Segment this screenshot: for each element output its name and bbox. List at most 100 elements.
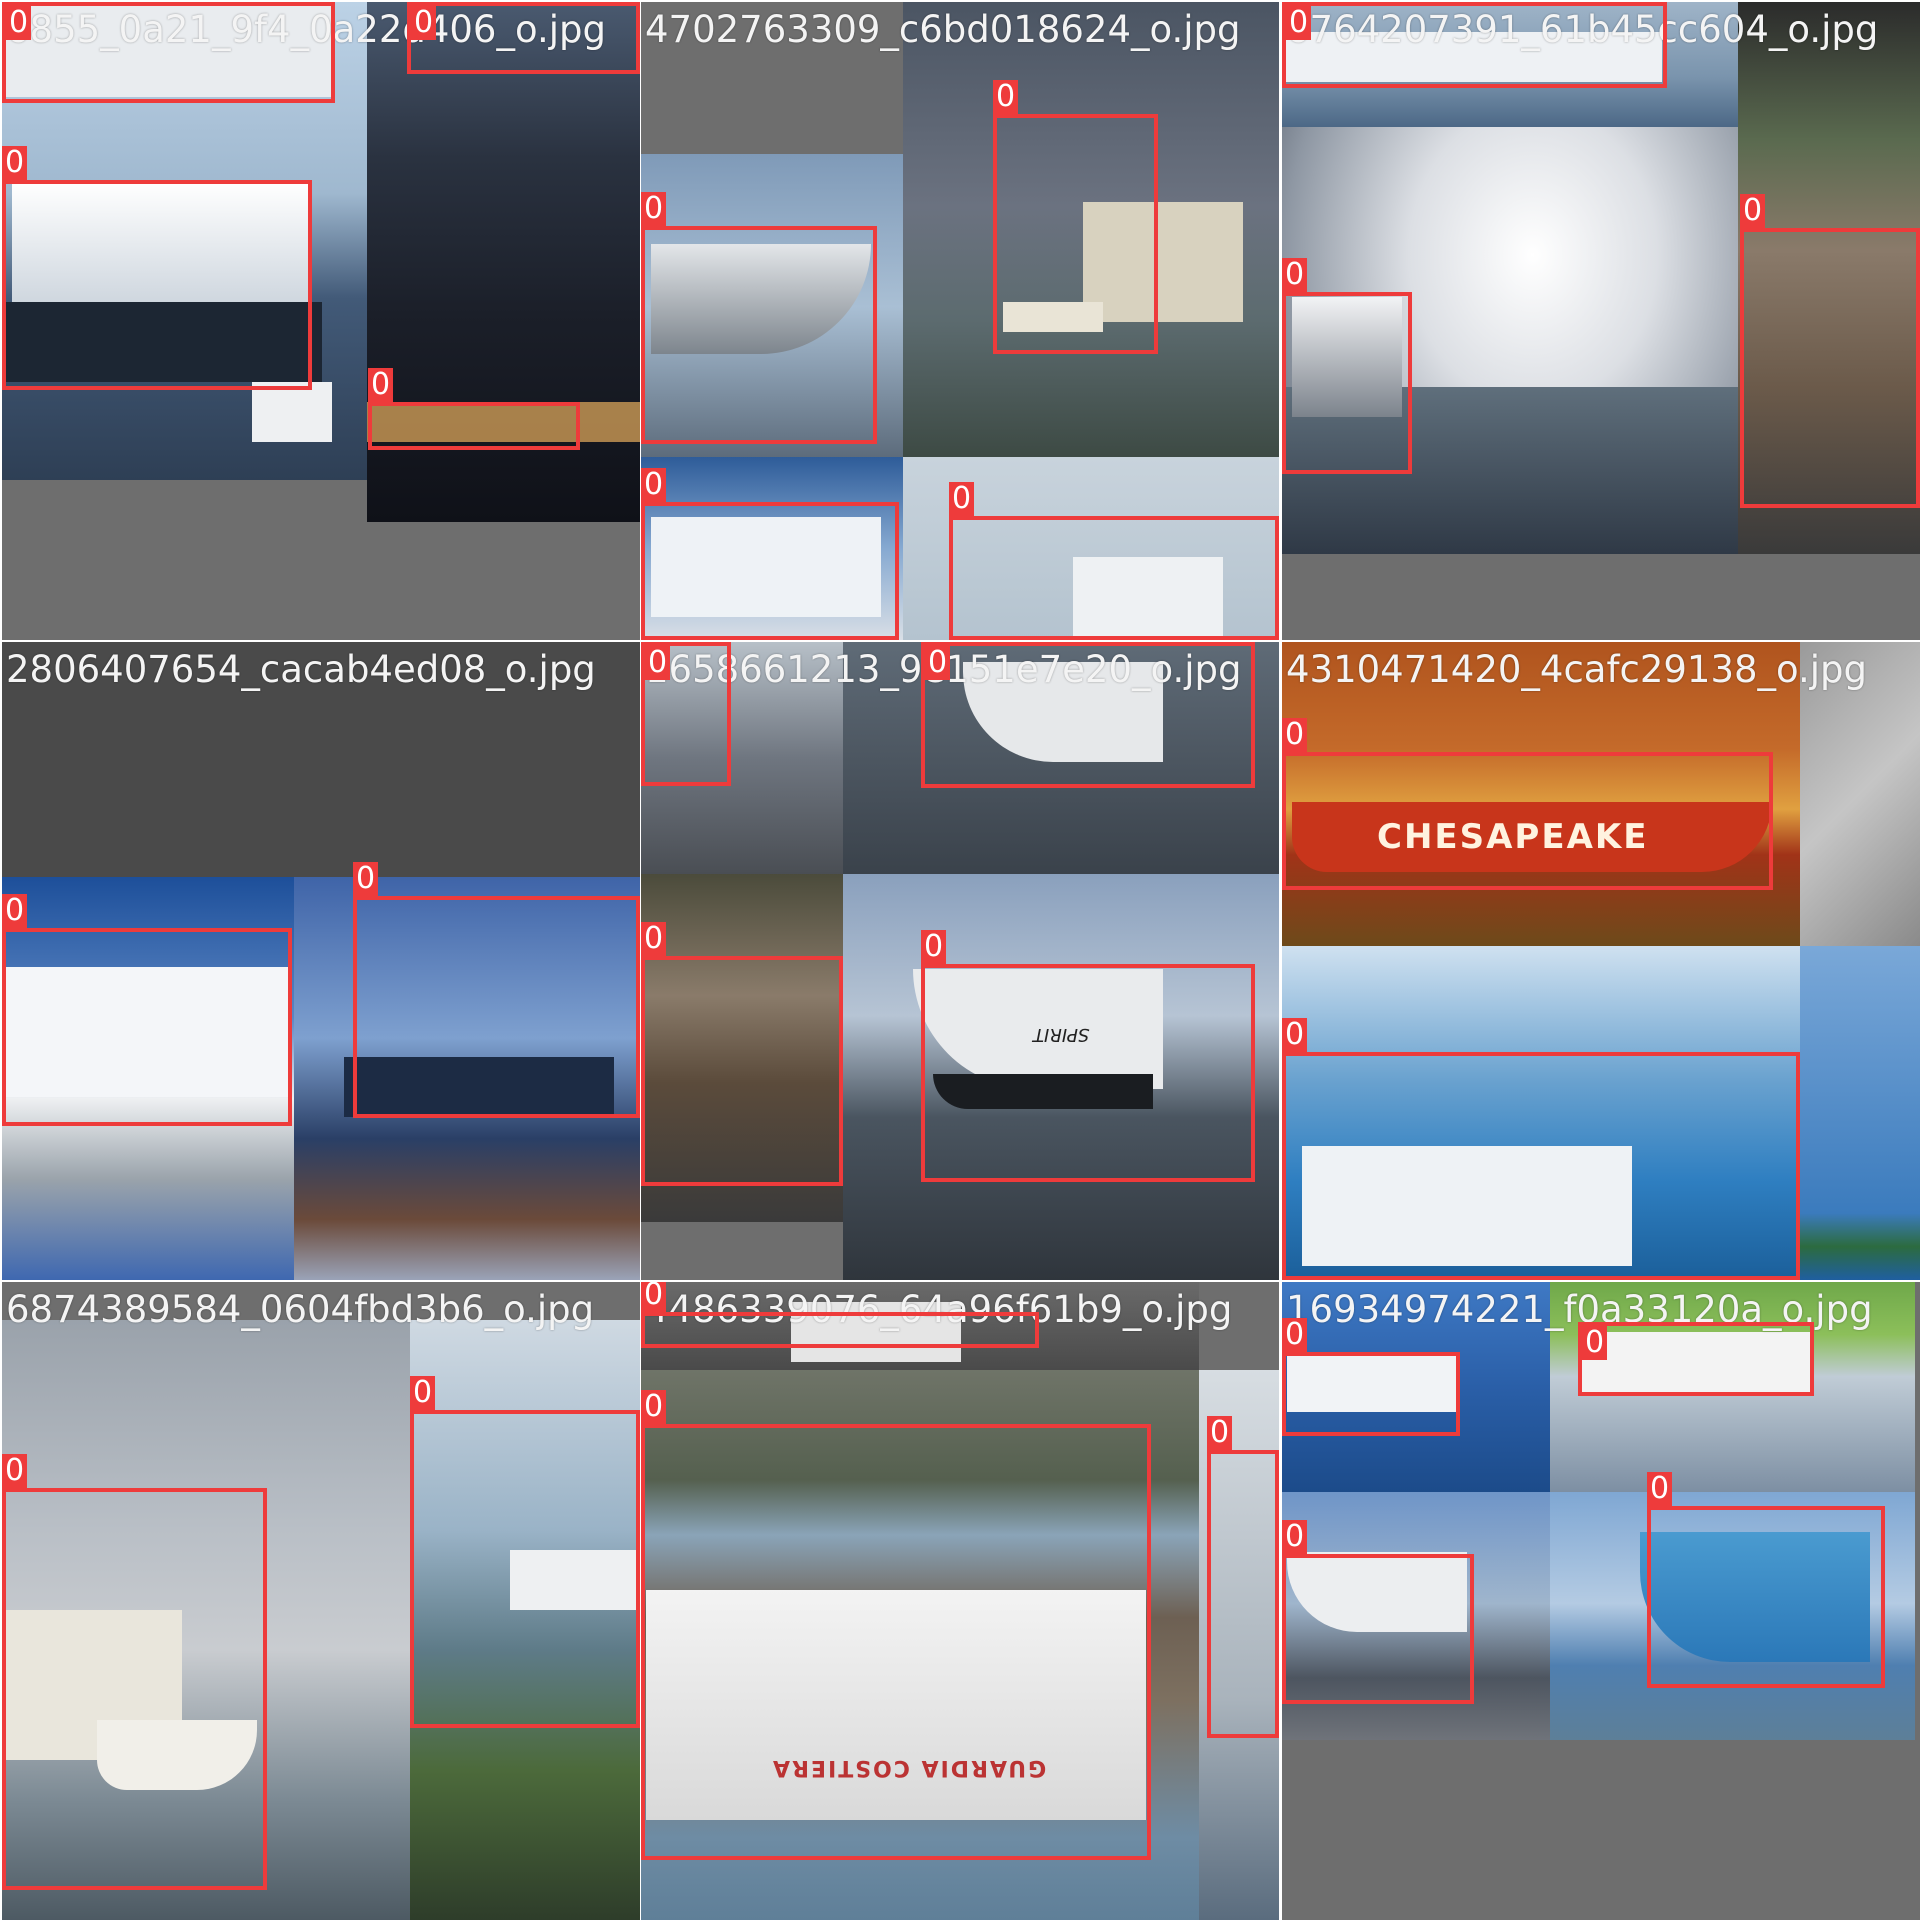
photo-night-harbor — [367, 2, 640, 522]
photo-container-ship — [1550, 1492, 1915, 1740]
detection-box: 0 — [641, 922, 843, 1186]
mosaic-tile-9: 16934974221_f0a33120a_o.jpg 0 0 0 0 — [1282, 1282, 1920, 1920]
photo-old-dock — [641, 874, 843, 1222]
filename-label: 4486339076_64a96f61b9_o.jpg — [645, 1288, 1233, 1331]
detection-box: 0 — [1207, 1416, 1279, 1738]
photo-ferry-sea — [1282, 2, 1738, 127]
photo-yacht-sparkling — [1282, 946, 1800, 1280]
photo-coast-guard-ship: GUARDIA COSTIERA — [641, 1370, 1199, 1920]
class-label: 0 — [1282, 718, 1308, 752]
detection-box: 0 — [1740, 194, 1920, 508]
class-label: 0 — [2, 146, 28, 180]
detection-box: 0 — [993, 80, 1158, 354]
detection-box: 0 — [1282, 718, 1773, 890]
detection-box: 0 — [1282, 2, 1667, 88]
detection-box: 0 — [1282, 258, 1412, 474]
chesapeake-text: CHESAPEAKE — [1377, 817, 1649, 857]
detection-box: 0 — [641, 642, 731, 786]
class-label: 0 — [641, 1282, 667, 1312]
detection-box: 0 — [921, 930, 1255, 1182]
class-label: 0 — [2, 1454, 28, 1488]
class-label: 0 — [1286, 6, 1312, 40]
photo-cruise-ship — [641, 457, 903, 640]
photo-gray-fill — [2, 480, 367, 640]
class-label: 0 — [1740, 194, 1766, 228]
mosaic-tile-5: SPIRIT 1658661213_9e151e7e20_o.jpg 0 0 0… — [641, 642, 1279, 1280]
detection-box: 0 — [410, 1376, 640, 1728]
class-label: 0 — [6, 6, 32, 40]
detection-box: 0 — [407, 2, 640, 74]
class-label: 0 — [641, 468, 667, 502]
detection-box: 0 — [949, 482, 1279, 640]
class-label: 0 — [949, 482, 975, 516]
class-label: 0 — [1647, 1472, 1673, 1506]
photo-gray-fill — [641, 1222, 843, 1280]
photo-spirit-boat-small — [1282, 1492, 1550, 1740]
photo-cruise-ship-port — [2, 877, 294, 1280]
photo-speedboat — [641, 154, 903, 460]
photo-crane — [1199, 1370, 1279, 1920]
class-label: 0 — [1282, 1520, 1308, 1554]
detection-box: 0 — [641, 1390, 1151, 1860]
class-label: 0 — [641, 1390, 667, 1424]
photo-gray-texture — [1800, 642, 1920, 946]
mosaic-tile-7: 6874389584_0604fbd3b6_o.jpg 0 0 — [2, 1282, 640, 1920]
detection-box: 0 — [641, 1282, 1039, 1348]
photo-ferry-sea — [1282, 1282, 1550, 1492]
photo-gray-fill — [1282, 554, 1920, 640]
class-label: 0 — [1207, 1416, 1233, 1450]
class-label: 0 — [411, 6, 437, 40]
photo-spirit-boat: SPIRIT — [843, 874, 1279, 1280]
photo-yacht-lake-trees — [410, 1320, 640, 1920]
mosaic-tile-8: GUARDIA COSTIERA 4486339076_64a96f61b9_o… — [641, 1282, 1279, 1920]
detection-box: 0 — [2, 894, 292, 1126]
class-label: 0 — [368, 368, 394, 402]
detection-box: 0 — [2, 2, 335, 103]
class-label: 0 — [645, 646, 671, 680]
photo-harbor-sailboats — [2, 2, 367, 480]
filename-label: 2806407654_cacab4ed08_o.jpg — [6, 648, 596, 691]
filename-label: 6764207391_61b45cc604_o.jpg — [1286, 8, 1879, 51]
class-label: 0 — [1282, 1018, 1308, 1052]
class-label: 0 — [353, 862, 379, 896]
detection-box: 0 — [1647, 1472, 1885, 1688]
mosaic-tile-1: 6855_0a21_9f4_0a22d406_o.jpg 0 0 0 0 — [2, 2, 640, 640]
filename-label: 6855_0a21_9f4_0a22d406_o.jpg — [6, 8, 606, 51]
class-label: 0 — [921, 930, 947, 964]
detection-box: 0 — [921, 642, 1255, 788]
class-label: 0 — [993, 80, 1019, 114]
photo-tall-ship-hotel — [903, 2, 1279, 457]
detection-box: 0 — [641, 468, 899, 640]
photo-sailboat-dock — [294, 877, 640, 1280]
mosaic-tile-6: CHESAPEAKE 4310471420_4cafc29138_o.jpg 0… — [1282, 642, 1920, 1280]
photo-tires-dock — [1738, 2, 1920, 554]
class-label: 0 — [2, 894, 28, 928]
detection-box: 0 — [1282, 1318, 1460, 1436]
detection-box: 0 — [1578, 1322, 1814, 1396]
photo-lightship: CHESAPEAKE — [1282, 642, 1800, 946]
photo-yacht-fjord — [1282, 127, 1738, 554]
detection-box: 0 — [641, 192, 877, 444]
detection-box: 0 — [353, 862, 640, 1118]
filename-label: 6874389584_0604fbd3b6_o.jpg — [6, 1288, 595, 1331]
class-label: 0 — [1282, 1318, 1308, 1352]
photo-gray-fill — [1282, 1740, 1920, 1920]
photo-spirit-boat-top — [843, 642, 1279, 874]
class-label: 0 — [1582, 1326, 1608, 1360]
filename-label: 4702763309_c6bd018624_o.jpg — [645, 8, 1241, 51]
mosaic-tile-3: 6764207391_61b45cc604_o.jpg 0 0 0 — [1282, 2, 1920, 640]
photo-tugboat-river — [1550, 1282, 1915, 1492]
mosaic-tile-2: 4702763309_c6bd018624_o.jpg 0 0 0 0 — [641, 2, 1279, 640]
detection-box: 0 — [1282, 1520, 1474, 1704]
detection-box: 0 — [368, 368, 580, 450]
class-label: 0 — [641, 922, 667, 956]
photo-tall-ship — [2, 1320, 410, 1920]
class-label: 0 — [410, 1376, 436, 1410]
photo-pier — [641, 642, 843, 874]
detection-box: 0 — [2, 146, 312, 390]
photo-gray-fill — [641, 2, 903, 154]
photo-sky — [1800, 946, 1920, 1280]
filename-label: 4310471420_4cafc29138_o.jpg — [1286, 648, 1868, 691]
class-label: 0 — [1282, 258, 1308, 292]
detection-box: 0 — [2, 1454, 267, 1890]
